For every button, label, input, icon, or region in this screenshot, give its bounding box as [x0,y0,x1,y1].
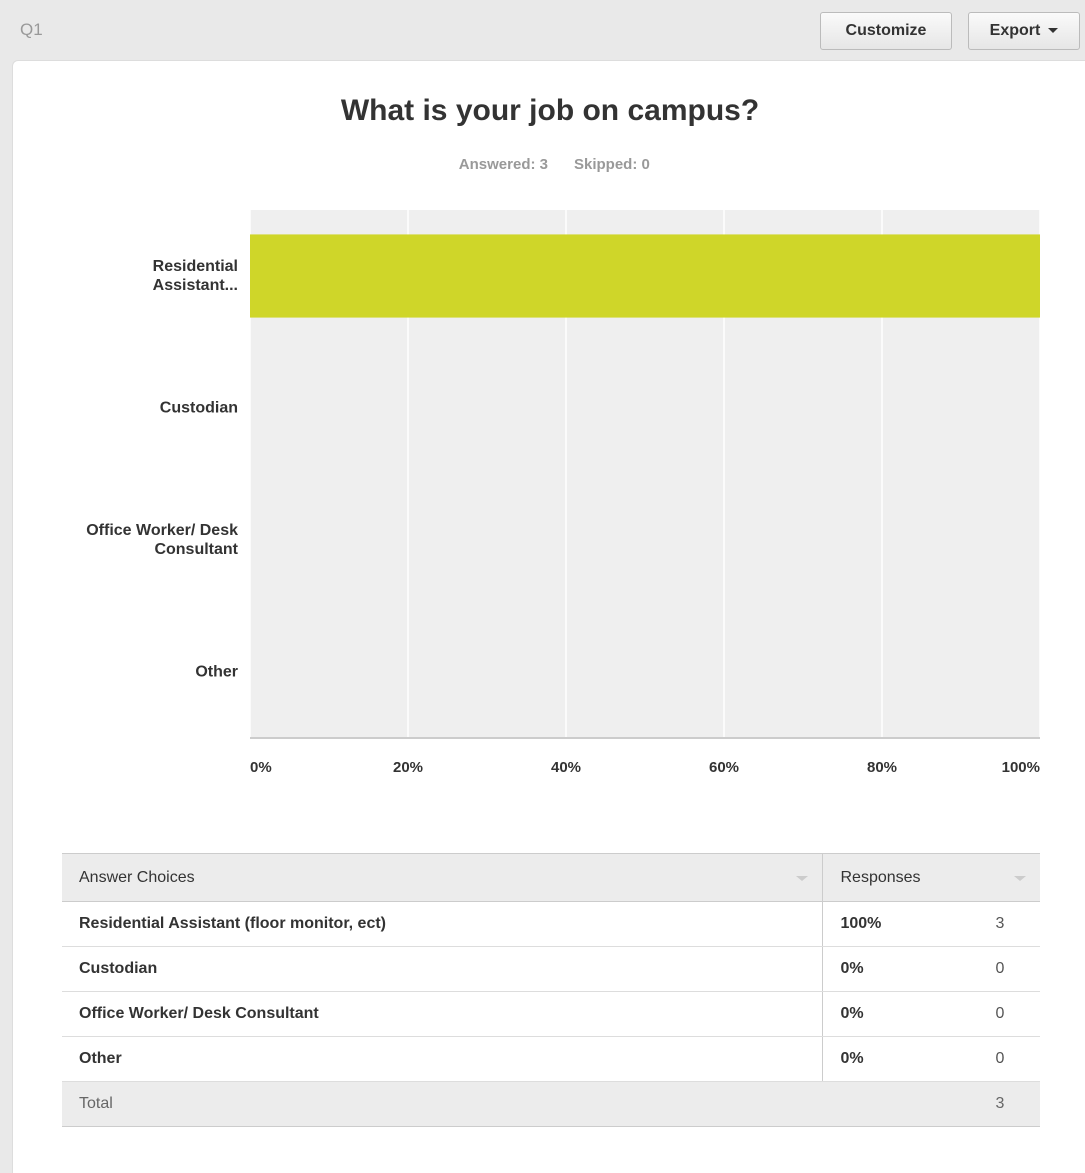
total-count: 3 [960,1081,1040,1127]
export-label: Export [989,22,1041,39]
sort-arrow [796,876,809,881]
bar [250,234,1040,318]
total-label: Total [62,1081,960,1127]
chart-title: What is your job on campus? [341,94,759,127]
y-tick-label: Office Worker/ Desk Consultant [86,522,238,558]
header-cell[interactable]: Responses [822,853,1040,902]
x-tick-label: 20% [393,759,423,776]
header-cell[interactable]: Answer Choices [62,853,824,902]
y-tick-label: Other [195,663,238,681]
count: 0 [960,991,1040,1037]
caret [1048,28,1059,34]
count: 0 [960,1036,1040,1082]
header-text: Responses [840,868,921,886]
percent: 100% [822,901,960,947]
choice: Custodian [62,946,824,992]
results-table: Answer Choices Responses Residential Ass… [62,853,1040,1127]
x-tick-label: 0% [250,759,272,776]
choice: Office Worker/ Desk Consultant [62,991,824,1037]
row: Custodian 0% 0 [62,946,1040,992]
x-tick-label: 60% [709,759,739,776]
count: 3 [960,901,1040,947]
row: Office Worker/ Desk Consultant 0% 0 [62,991,1040,1037]
sort-arrow [1014,876,1026,881]
skipped: Skipped: 0 [574,156,650,173]
chart: What is your job on campus? Answered: 3 … [249,94,1041,776]
percent: 0% [822,946,960,992]
x-tick-label: 100% [1002,759,1040,776]
row: Residential Assistant (floor monitor, ec… [62,901,1040,947]
percent: 0% [822,1036,960,1082]
x-tick-label: 40% [551,759,581,776]
choice: Residential Assistant (floor monitor, ec… [62,901,824,947]
header-row: Answer Choices Responses [62,853,1040,902]
percent: 0% [822,991,960,1037]
count: 0 [960,946,1040,992]
choice: Other [62,1036,824,1082]
x-tick-label: 80% [867,759,897,776]
y-tick-label: Custodian [159,399,238,417]
answered: Answered: 3 [459,156,548,173]
y-tick-label: Residential Assistant... [152,258,238,294]
header-text: Answer Choices [79,868,195,886]
row: Other 0% 0 [62,1036,1040,1082]
customize-button[interactable]: Customize [820,12,952,50]
export-button[interactable]: Export [968,12,1080,50]
total-row: Total 3 [62,1081,1040,1127]
question-number: Q1 [20,20,43,39]
